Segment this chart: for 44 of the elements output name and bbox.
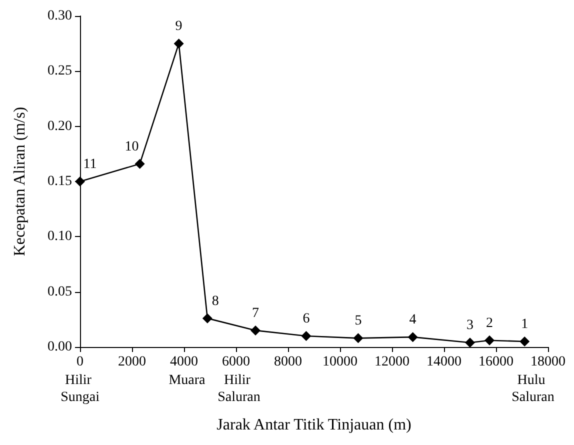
text: Muara [168,373,206,388]
y-tick-label: 0.20 [48,118,72,134]
y-tick-label: 0.15 [48,174,72,189]
point [465,338,475,348]
annotation: 2 [486,316,493,331]
y-tick-label: 0.00 [48,340,72,354]
x-tick-label: 12000 [374,354,410,370]
point [250,325,260,336]
x-tick-label: 16000 [478,354,514,370]
x-axis-title: Jarak Antar Titik Tinjauan (m) [216,416,412,434]
text: Hulu Saluran [512,373,554,405]
annotation: 7 [252,306,259,321]
annotation: 6 [302,311,310,326]
annotation: 8 [212,294,219,309]
point [408,332,418,342]
x-tick-label: 10000 [322,354,358,370]
y-tick-label: 0.30 [48,8,72,24]
annotation: 3 [466,318,474,334]
annotation: 10 [124,139,139,154]
x-tick-label: 8000 [274,354,302,370]
x-tick-label: 0 [76,354,84,370]
annotation: 4 [409,312,416,328]
y-tick-label: 0.05 [48,284,72,300]
x-tick-label: 4000 [170,354,198,370]
point [484,335,494,346]
x-tick-label: 14000 [426,354,462,370]
point [353,333,364,344]
annotation: 5 [354,314,362,329]
point [134,158,145,169]
x-tick-label: 6000 [222,354,250,370]
point [202,313,212,324]
point [301,330,312,341]
annotation: 9 [175,19,182,34]
x-tick-label: 18000 [530,354,566,370]
point [520,336,530,346]
y-axis-title: Kecepatan Aliran (m/s) [12,106,28,256]
x-tick-label: 2000 [118,354,146,370]
y-tick-label: 0.25 [48,64,72,79]
text: Hilir Saluran [218,373,260,405]
annotation: 11 [83,157,97,172]
text: Hilir Sungai [60,373,100,405]
y-tick-label: 0.10 [48,229,72,244]
point [174,38,184,49]
annotation: 1 [521,316,528,332]
